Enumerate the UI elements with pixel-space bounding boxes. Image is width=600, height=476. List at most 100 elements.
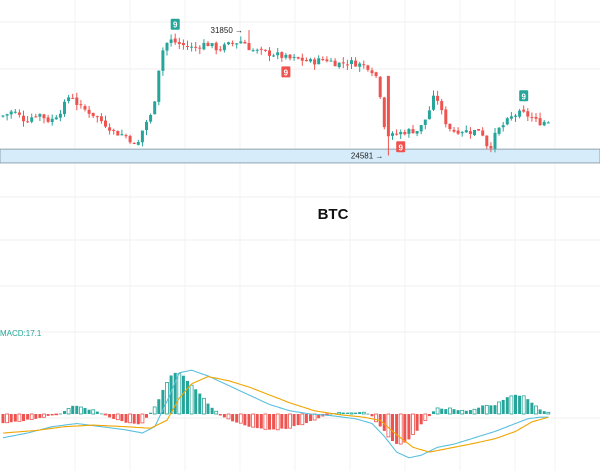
candle-body [128, 135, 132, 143]
macd-histogram-bar [292, 414, 296, 427]
candle-body [235, 43, 239, 45]
macd-histogram-bar [493, 405, 497, 414]
candle-body [362, 64, 366, 66]
td-marker-label: 9 [284, 68, 289, 77]
candle-body [509, 116, 513, 119]
td-marker-label: 9 [173, 21, 178, 30]
macd-histogram-bar [161, 389, 165, 414]
candle-body [239, 41, 243, 44]
macd-histogram-bar [214, 410, 219, 415]
macd-histogram-bar [518, 395, 522, 414]
candle-body [83, 106, 87, 110]
candlesticks [1, 30, 550, 156]
chart-title: BTC [318, 206, 349, 223]
macd-histogram-bar [427, 414, 431, 417]
candle-body [489, 146, 493, 149]
macd-histogram-bar [42, 413, 46, 418]
candle-body [116, 130, 120, 136]
macd-histogram-bar [542, 411, 546, 414]
candle-body [259, 48, 263, 50]
macd-histogram-bar [423, 413, 428, 421]
candle-body [522, 109, 526, 112]
candle-body [444, 109, 448, 125]
macd-histogram-bar [477, 407, 481, 414]
macd-histogram-bar [22, 414, 25, 422]
candle-body [227, 42, 230, 45]
candle-body [284, 54, 288, 58]
candle-body [382, 97, 386, 128]
macd-histogram-bar [79, 406, 83, 415]
candle-body [518, 110, 522, 117]
candle-body [501, 125, 505, 128]
candle-body [190, 46, 194, 48]
macd-histogram-bar [255, 414, 259, 429]
candle-body [341, 62, 345, 64]
candle-body [378, 76, 382, 98]
macd-histogram-bar [432, 411, 435, 414]
macd-histogram-bar [87, 409, 91, 414]
macd-histogram-bar [530, 402, 534, 414]
macd-histogram-bar [54, 413, 59, 416]
td-marker-label: 9 [521, 92, 526, 101]
candle-body [214, 42, 218, 51]
macd-histogram-bar [374, 413, 379, 423]
macd-histogram-bar [546, 411, 551, 415]
macd-histogram-bar [259, 414, 263, 429]
macd-histogram-bar [186, 380, 189, 414]
support-zone-band [0, 148, 600, 164]
candle-body [54, 117, 58, 120]
candle-body [440, 101, 444, 111]
candle-body [366, 65, 370, 70]
macd-histogram-bar [358, 412, 362, 414]
candle-body [161, 50, 165, 71]
macd-histogram-bar [128, 413, 133, 424]
candle-body [477, 128, 481, 131]
candle-body [403, 132, 407, 135]
macd-histogram-bar [173, 372, 177, 414]
macd-histogram-bar [71, 405, 75, 414]
candle-body [407, 129, 411, 134]
candle-body [460, 132, 464, 134]
macd-lines [2, 369, 549, 459]
macd-histogram-bar [243, 414, 247, 426]
macd-histogram-bar [395, 414, 399, 444]
td-marker-box [519, 90, 529, 102]
candle-body [42, 114, 46, 119]
candle-body [50, 118, 54, 123]
macd-histogram-bar [272, 414, 276, 430]
candle-body [452, 129, 456, 132]
candle-body [136, 142, 140, 145]
td-markers: 9 9 9 9 [170, 18, 529, 153]
macd-histogram-bar [120, 414, 124, 422]
macd-histogram-bar [505, 397, 509, 414]
macd-histogram-bar [329, 413, 333, 415]
macd-histogram-bar [361, 411, 366, 415]
macd-histogram-bar [484, 404, 489, 415]
support-zone [0, 148, 600, 164]
macd-histogram-bar [284, 414, 288, 429]
candle-body [132, 143, 136, 145]
candle-body [399, 132, 403, 135]
candle-body [358, 63, 362, 67]
macd-histogram-bar [497, 401, 502, 415]
macd-histogram-bar [354, 412, 358, 414]
macd-histogram-bar [435, 407, 440, 415]
candle-body [432, 95, 435, 110]
macd-histogram-bar [50, 414, 54, 416]
candle-body [173, 38, 177, 43]
candle-body [181, 42, 185, 46]
macd-histogram-bar [534, 405, 538, 415]
macd-histogram-bar [177, 373, 182, 415]
macd-histogram-bar [317, 414, 321, 419]
candle-body [38, 114, 42, 117]
candle-body [34, 116, 38, 118]
candle-body [13, 111, 17, 113]
candle-body [288, 54, 292, 59]
candle-body [423, 119, 427, 125]
candle-body [58, 113, 62, 118]
candle-body [296, 57, 300, 59]
macd-histogram-bar [349, 412, 354, 415]
macd-histogram-bar [181, 375, 185, 414]
candle-body [456, 130, 460, 134]
macd-histogram-bar [345, 412, 349, 414]
